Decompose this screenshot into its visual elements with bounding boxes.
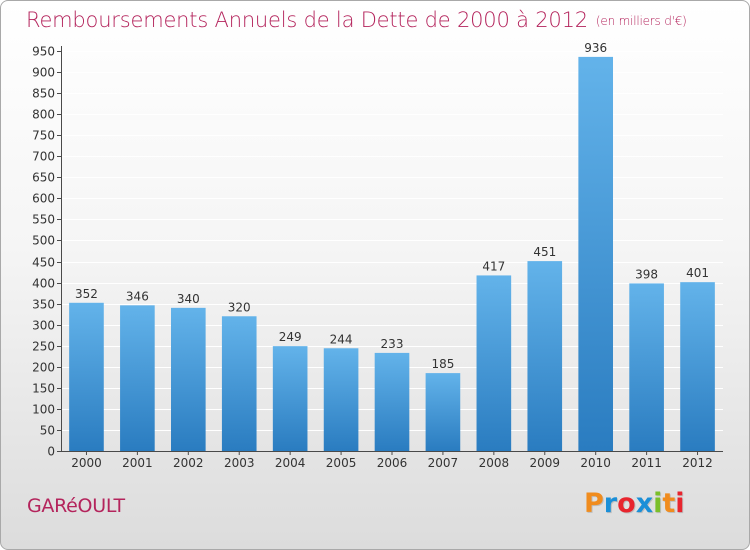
y-tick-label: 500 — [32, 234, 55, 248]
logo-letter: t — [662, 488, 676, 519]
y-tick-label: 950 — [32, 45, 55, 59]
x-tick-label: 2000 — [71, 456, 102, 470]
bar-value-label: 936 — [584, 41, 607, 55]
chart-title: Remboursements Annuels de la Dette de 20… — [26, 8, 687, 32]
y-tick-label: 350 — [32, 298, 55, 312]
bar-value-label: 398 — [635, 267, 658, 281]
chart-unit: (en milliers d'€) — [595, 14, 687, 28]
x-tick-label: 2012 — [682, 456, 713, 470]
chart-title-text: Remboursements Annuels de la Dette de 20… — [26, 8, 588, 32]
bars — [69, 56, 715, 451]
bar — [323, 348, 359, 451]
x-tick-label: 2007 — [428, 456, 459, 470]
bar-value-label: 340 — [177, 292, 200, 306]
y-tick-label: 900 — [32, 66, 55, 80]
bar — [425, 373, 461, 451]
bar-value-label: 451 — [533, 245, 556, 259]
y-tick-label: 250 — [32, 340, 55, 354]
y-tick-label: 450 — [32, 256, 55, 270]
bar-value-label: 401 — [686, 266, 709, 280]
logo-letter: i — [675, 488, 685, 519]
commune-name: GARéOULT — [27, 495, 125, 517]
y-tick-label: 550 — [32, 213, 55, 227]
x-tick-label: 2006 — [377, 456, 408, 470]
x-tick-label: 2001 — [122, 456, 153, 470]
bar — [629, 283, 664, 451]
y-tick-label: 650 — [32, 171, 55, 185]
axes — [57, 46, 723, 455]
y-tick-label: 400 — [32, 277, 55, 291]
x-tick-label: 2002 — [173, 456, 204, 470]
bar-value-label: 185 — [431, 357, 454, 371]
y-tick-label: 0 — [47, 445, 55, 459]
logo-letter: r — [603, 488, 618, 519]
bar-value-label: 249 — [279, 330, 302, 344]
y-tick-label: 150 — [32, 382, 55, 396]
y-tick-label: 100 — [32, 403, 55, 417]
x-tick-label: 2005 — [326, 456, 357, 470]
bar-value-label: 417 — [482, 259, 505, 273]
y-tick-label: 50 — [40, 424, 55, 438]
y-tick-label: 300 — [32, 319, 55, 333]
logo-letter: x — [635, 488, 654, 519]
x-tick-label: 2003 — [224, 456, 255, 470]
bar-value-label: 320 — [228, 300, 251, 314]
logo-letter: P — [584, 488, 604, 519]
x-tick-label: 2010 — [580, 456, 611, 470]
x-tick-label: 2009 — [529, 456, 560, 470]
bar — [527, 261, 563, 451]
x-tick-label: 2004 — [275, 456, 306, 470]
x-tick-label: 2008 — [479, 456, 510, 470]
proxiti-logo: Proxiti — [584, 488, 685, 519]
x-tick-label: 2011 — [631, 456, 662, 470]
y-tick-label: 600 — [32, 192, 55, 206]
bar-value-label: 233 — [381, 337, 404, 351]
bar — [680, 282, 715, 451]
logo-letter: i — [653, 488, 663, 519]
bar — [272, 346, 308, 451]
bar — [120, 305, 155, 451]
bar — [170, 307, 206, 451]
logo-letter: o — [617, 488, 636, 519]
bar — [476, 275, 512, 451]
y-tick-label: 800 — [32, 108, 55, 122]
y-tick-label: 200 — [32, 361, 55, 375]
bar — [69, 302, 104, 451]
y-tick-label: 750 — [32, 129, 55, 143]
bar — [374, 352, 410, 451]
y-tick-label: 700 — [32, 150, 55, 164]
bar — [221, 316, 257, 451]
bar-value-label: 346 — [126, 289, 149, 303]
labels: 0 50 100 150 200 250 300 350 400 450 500 550 600 650 7… — [32, 41, 713, 470]
bar — [578, 56, 614, 451]
bar-value-label: 352 — [75, 287, 98, 301]
bar-value-label: 244 — [330, 332, 353, 346]
y-tick-label: 850 — [32, 87, 55, 101]
